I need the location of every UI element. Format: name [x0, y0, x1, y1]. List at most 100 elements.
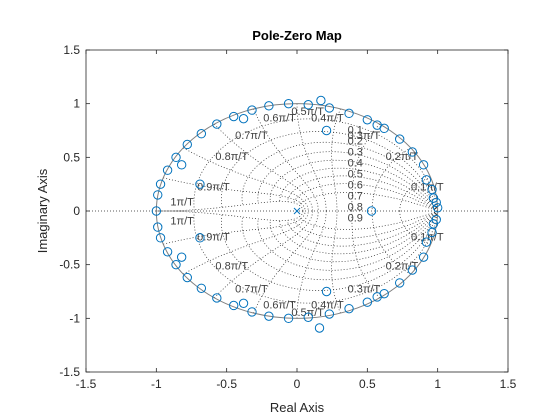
zero-marker-15 — [155, 233, 166, 243]
zero-marker-61 — [372, 292, 382, 302]
damping-curve-upper-6 — [279, 167, 438, 212]
frequency-curve-lower-3 — [351, 210, 380, 299]
zero-marker-17 — [162, 247, 173, 257]
zero-marker-28 — [247, 105, 257, 115]
zero-marker-1 — [316, 95, 326, 106]
zero-marker-56 — [176, 160, 187, 170]
zero-marker-54 — [428, 193, 439, 203]
zero-marker-22 — [196, 129, 207, 139]
frequency-label-15: 0.6π/T — [263, 299, 296, 311]
zero-marker-19 — [171, 259, 181, 270]
zero-marker-31 — [264, 311, 274, 321]
chart-title: Pole-Zero Map — [252, 28, 342, 43]
frequency-curve-lower-8 — [183, 210, 309, 275]
zero-marker-32 — [283, 98, 294, 109]
y-tick-label-3: 0 — [73, 204, 80, 218]
frequency-curve-lower-2 — [371, 210, 411, 275]
frequency-curve-upper-6 — [253, 108, 319, 212]
frequency-curve-upper-1 — [399, 177, 431, 212]
zero-marker-30 — [264, 101, 274, 111]
zero-marker-45 — [394, 278, 405, 288]
damping-label-0.4: 0.4 — [348, 158, 363, 170]
zero-marker-36 — [324, 103, 335, 113]
frequency-label-7: 0.7π/T — [235, 130, 268, 142]
damping-curve-upper-8 — [293, 183, 438, 212]
zgrid-layer — [86, 103, 508, 319]
zero-marker-2 — [314, 323, 325, 333]
frequency-label-13: 0.8π/T — [215, 261, 248, 273]
zero-marker-25 — [212, 293, 222, 303]
frequency-curve-upper-3 — [351, 123, 380, 212]
y-tick-label-4: -0.5 — [59, 258, 80, 272]
zero-marker-23 — [196, 283, 207, 293]
frequency-curve-upper-2 — [371, 147, 411, 212]
frequency-label-layer: 0.1π/T0.2π/T0.3π/T0.4π/T0.5π/T0.6π/T0.7π… — [170, 106, 443, 319]
frequency-curve-upper-8 — [183, 147, 309, 212]
zero-marker-27 — [229, 300, 239, 311]
damping-curve-lower-6 — [279, 210, 438, 255]
damping-label-0.3: 0.3 — [348, 147, 363, 159]
pole-marker-1 — [293, 207, 301, 215]
zero-marker-58 — [238, 113, 249, 124]
frequency-curve-upper-9 — [163, 177, 306, 212]
zero-marker-47 — [407, 265, 418, 275]
frequency-label-9: 0.9π/T — [197, 181, 230, 193]
plot-area: 0.1π/T0.2π/T0.3π/T0.4π/T0.5π/T0.6π/T0.7π… — [59, 43, 516, 391]
pole-marker-stroke-b — [293, 207, 301, 215]
frequency-label-8: 0.8π/T — [215, 151, 248, 163]
zero-marker-48 — [421, 175, 432, 185]
frequency-label-18: 0.3π/T — [348, 283, 381, 295]
frequency-label-12: 0.9π/T — [197, 232, 230, 244]
zero-marker-37 — [324, 309, 335, 319]
frequency-curve-lower-1 — [399, 210, 431, 245]
zero-marker-20 — [182, 139, 192, 150]
frequency-curve-lower-5 — [296, 210, 327, 319]
zero-marker-9 — [195, 179, 205, 189]
x-axis-label: Real Axis — [270, 400, 325, 415]
zero-marker-16 — [162, 165, 173, 175]
zero-marker-59 — [238, 298, 249, 309]
zero-marker-18 — [171, 152, 181, 163]
frequency-curve-upper-5 — [296, 103, 327, 212]
frequency-label-2: 0.2π/T — [386, 151, 419, 163]
zero-marker-44 — [394, 134, 405, 144]
frequency-label-17: 0.4π/T — [311, 299, 344, 311]
zero-marker-13 — [153, 222, 163, 232]
zero-marker-41 — [362, 297, 373, 307]
damping-label-layer: 0.10.20.30.40.50.60.70.80.9 — [348, 125, 363, 225]
damping-label-0.9: 0.9 — [348, 213, 363, 225]
zero-marker-14 — [155, 179, 166, 189]
axis-ticks: -1.5 -1 -0.5 0 0.5 1 1.5 1.5 1 0.5 0 -0.5 -1 -1.5 — [59, 43, 516, 391]
x-tick-label-2: -0.5 — [216, 377, 237, 391]
unit-circle-layer — [155, 103, 439, 319]
zero-marker-33 — [283, 313, 294, 324]
zero-marker-60 — [372, 120, 382, 130]
zero-marker-6 — [432, 203, 443, 213]
unit-circle — [155, 103, 439, 319]
zero-marker-40 — [362, 115, 373, 125]
x-tick-label-6: 1.5 — [500, 377, 517, 391]
y-axis-label: Imaginary Axis — [35, 168, 50, 253]
damping-curve-lower-8 — [293, 210, 438, 239]
damping-label-0.7: 0.7 — [348, 191, 363, 203]
x-tick-label-5: 1 — [434, 377, 441, 391]
zero-marker-39 — [344, 303, 354, 314]
zero-marker-11 — [151, 206, 162, 216]
zero-marker-55 — [428, 219, 439, 229]
x-tick-label-4: 0.5 — [359, 377, 376, 391]
damping-curve-upper-9 — [298, 192, 438, 212]
damping-label-0.6: 0.6 — [348, 180, 363, 192]
zero-marker-4 — [321, 286, 332, 297]
zero-marker-10 — [195, 233, 205, 243]
y-tick-label-2: 0.5 — [63, 150, 80, 164]
frequency-label-5: 0.5π/T — [291, 106, 324, 118]
frequency-label-3: 0.3π/T — [348, 130, 381, 142]
zero-marker-26 — [229, 111, 239, 122]
zero-marker-3 — [321, 125, 332, 136]
damping-curve-upper-7 — [286, 175, 438, 212]
y-tick-label-1: 1 — [73, 97, 80, 111]
x-tick-label-0: -1.5 — [76, 377, 97, 391]
frequency-curve-lower-6 — [253, 210, 319, 314]
zero-marker-34 — [303, 100, 313, 110]
